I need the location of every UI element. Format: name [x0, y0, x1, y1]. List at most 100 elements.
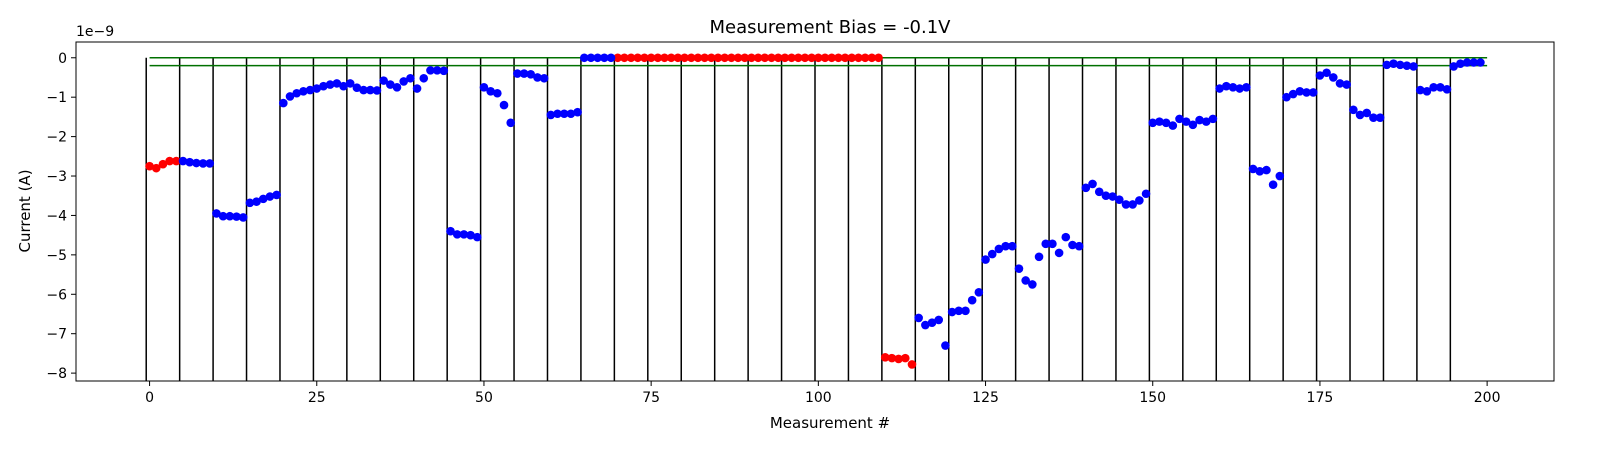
data-point: [1168, 121, 1178, 130]
data-point: [178, 156, 188, 166]
data-point: [1001, 241, 1010, 251]
y-tick-label: −5: [46, 248, 67, 264]
data-point: [1389, 59, 1398, 68]
data-point: [499, 100, 509, 110]
data-point: [479, 83, 489, 92]
data-point: [1215, 84, 1224, 93]
data-point: [760, 53, 770, 63]
plot-frame: [75, 41, 1555, 382]
data-point: [493, 88, 502, 98]
data-point: [620, 53, 629, 63]
data-point: [814, 53, 823, 63]
y-tick-label: 0: [58, 51, 67, 67]
data-point: [1007, 241, 1017, 251]
data-point: [854, 53, 863, 63]
data-point: [279, 98, 288, 108]
data-point: [1141, 189, 1151, 199]
data-point: [1068, 240, 1077, 250]
data-point: [225, 211, 235, 221]
data-point: [412, 84, 422, 93]
data-point: [205, 159, 215, 168]
data-point: [967, 295, 977, 305]
data-point: [419, 73, 429, 83]
data-point: [426, 66, 435, 75]
y-tick-label: −7: [46, 327, 67, 343]
data-point: [1275, 171, 1285, 181]
data-point: [773, 53, 783, 63]
data-point: [941, 341, 950, 350]
data-point: [1108, 192, 1117, 201]
data-point: [365, 85, 375, 95]
data-point: [232, 212, 241, 221]
data-point: [954, 306, 964, 316]
data-point: [432, 66, 442, 75]
data-point: [820, 53, 830, 63]
data-point: [834, 53, 843, 63]
data-point: [700, 53, 709, 63]
data-point: [158, 159, 168, 169]
data-point: [894, 354, 903, 364]
data-point: [399, 77, 409, 86]
data-point: [539, 73, 549, 83]
data-point: [1268, 180, 1278, 189]
data-point: [947, 307, 957, 317]
data-point: [686, 53, 696, 63]
x-tick-label: 175: [1307, 390, 1334, 406]
x-tick-label: 75: [642, 390, 660, 406]
data-point: [860, 53, 870, 63]
data-point: [1308, 88, 1318, 97]
data-point: [325, 80, 335, 89]
data-point: [1034, 252, 1044, 262]
data-point: [1355, 110, 1365, 120]
data-point: [867, 53, 877, 63]
data-point: [981, 255, 990, 264]
data-point: [352, 83, 362, 93]
data-point: [258, 194, 268, 204]
data-point: [613, 53, 623, 63]
data-point: [666, 53, 676, 63]
data-point: [586, 53, 596, 63]
data-point: [452, 230, 462, 239]
data-point: [185, 157, 194, 167]
data-point: [1395, 60, 1405, 70]
data-point: [212, 209, 221, 218]
data-point: [1429, 83, 1438, 92]
data-point: [1028, 280, 1037, 289]
data-point: [198, 159, 208, 168]
data-point: [994, 244, 1004, 254]
data-point: [900, 353, 910, 363]
data-point: [566, 109, 576, 119]
data-point: [800, 53, 810, 63]
data-point: [767, 53, 776, 63]
data-point: [1469, 58, 1479, 67]
data-point: [787, 53, 796, 63]
data-point: [1476, 58, 1485, 67]
data-point: [1135, 196, 1144, 205]
data-point: [1442, 85, 1452, 94]
data-point: [1322, 68, 1331, 78]
data-point: [252, 197, 261, 206]
data-point: [1288, 89, 1298, 99]
data-point: [406, 73, 415, 83]
y-tick-label: −2: [46, 130, 67, 146]
data-point: [1048, 239, 1057, 249]
data-point: [793, 53, 803, 63]
x-tick-label: 150: [1139, 390, 1166, 406]
data-point: [1014, 264, 1024, 273]
data-point: [446, 226, 455, 236]
data-point: [727, 53, 736, 63]
data-point: [593, 53, 602, 63]
y-offset-text: 1e−9: [76, 24, 114, 40]
data-point: [680, 53, 689, 63]
data-point: [526, 70, 536, 79]
data-point: [1081, 183, 1091, 193]
data-point: [1402, 61, 1412, 70]
data-point: [145, 161, 154, 171]
data-point: [392, 83, 402, 92]
data-point: [640, 53, 649, 63]
data-point: [506, 118, 516, 128]
data-point: [887, 353, 897, 363]
data-point: [345, 79, 355, 88]
data-point: [1335, 79, 1345, 88]
